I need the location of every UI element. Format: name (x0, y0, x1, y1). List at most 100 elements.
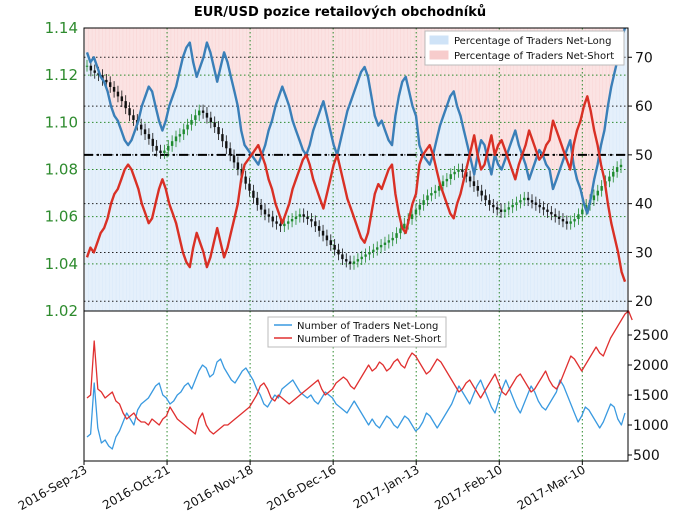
net-long-fill (256, 164, 261, 311)
net-short-fill (513, 28, 518, 131)
net-short-fill (396, 28, 401, 97)
candle-body (376, 247, 379, 250)
net-short-fill (160, 28, 165, 131)
net-short-fill (218, 28, 223, 68)
net-long-fill (211, 67, 216, 311)
candle-body (619, 164, 623, 168)
net-short-fill (585, 28, 590, 214)
candle-body (306, 216, 309, 220)
count-tick-label: 1500 (633, 388, 669, 404)
candle-body (422, 200, 425, 205)
net-short-fill (537, 28, 542, 150)
candle-body (519, 200, 522, 203)
candle-body (345, 259, 348, 262)
net-short-fill (509, 28, 514, 141)
net-short-fill (126, 28, 131, 146)
top-legend: Percentage of Traders Net-Long Percentage… (424, 30, 625, 66)
candle-body (209, 117, 213, 123)
net-long-fill (568, 140, 573, 311)
net-long-fill (499, 169, 504, 311)
candle-body (495, 207, 499, 210)
net-long-fill (554, 179, 559, 311)
net-short-fill (516, 28, 521, 146)
net-long-fill (479, 140, 484, 311)
candle-body (364, 254, 367, 257)
net-long-fill (314, 120, 319, 311)
percent-tick-label: 30 (635, 245, 653, 261)
candle-body (356, 259, 360, 262)
net-long-fill (317, 110, 323, 311)
net-short-fill (503, 28, 508, 160)
candle-body (155, 145, 158, 151)
net-long-fill (403, 76, 408, 311)
candle-body (476, 186, 480, 191)
candle-body (170, 141, 174, 146)
candle-body (198, 110, 201, 116)
date-tick-label: 2017-Feb-10 (432, 462, 505, 512)
price-tick-label: 1.04 (45, 255, 78, 273)
candle-body (120, 96, 124, 102)
net-short-fill (276, 28, 281, 97)
chart-title: EUR/USD pozice retailových obchodníků (194, 5, 486, 20)
candle-body (569, 221, 572, 224)
net-long-fill (136, 120, 141, 311)
net-long-fill (95, 67, 100, 311)
candle-body (105, 79, 108, 83)
candle-body (484, 195, 487, 201)
candle-body (546, 209, 549, 212)
net-short-fill (355, 28, 360, 82)
net-long-fill (290, 120, 295, 311)
net-long-fill (198, 67, 203, 311)
count-axis: 500 1000 1500 2000 2500 (628, 328, 669, 464)
candle-body (93, 70, 96, 73)
net-short-fill (297, 28, 302, 141)
net-long-fill (503, 159, 508, 311)
net-short-fill (249, 28, 254, 155)
net-short-fill (581, 28, 586, 204)
net-short-fill (256, 28, 261, 165)
net-long-fill (561, 159, 566, 311)
net-long-fill (187, 42, 192, 311)
candle-body (116, 91, 120, 97)
net-long-fill (379, 120, 384, 311)
net-short-fill (568, 28, 573, 141)
candle-body (287, 221, 290, 224)
net-long-fill (376, 125, 381, 311)
net-short-fill (280, 28, 285, 87)
net-short-fill (283, 28, 288, 97)
net-long-fill (389, 145, 395, 311)
net-long-fill (359, 71, 364, 312)
net-short-fill (270, 28, 275, 121)
bottom-legend: Number of Traders Net-Long Number of Trad… (267, 316, 447, 348)
candle-body (480, 190, 483, 196)
candle-body (414, 209, 418, 215)
net-short-fill (441, 28, 446, 116)
net-short-fill (383, 28, 388, 131)
candle-body (294, 216, 298, 220)
net-long-fill (246, 149, 251, 311)
count-tick-label: 2500 (633, 328, 669, 344)
candle-body (252, 190, 255, 198)
net-short-fill (263, 28, 268, 146)
candle-body (600, 186, 603, 191)
net-long-fill (242, 145, 247, 311)
candle-body (132, 115, 135, 120)
net-short-fill (455, 28, 460, 107)
candle-body (337, 249, 340, 255)
net-short-fill (578, 28, 583, 190)
price-axis: 1.02 1.04 1.06 1.08 1.10 1.12 1.14 (45, 19, 78, 320)
candle-body (592, 195, 596, 201)
net-short-fill (431, 28, 436, 155)
net-long-fill (496, 164, 501, 311)
net-short-fill (410, 28, 415, 107)
candle-body (511, 204, 514, 208)
candle-body (236, 162, 240, 170)
candle-body (573, 219, 576, 222)
net-short-fill (372, 28, 377, 116)
candle-body (213, 122, 216, 128)
candle-body (205, 112, 209, 118)
net-short-fill (331, 28, 336, 146)
candle-body (298, 214, 302, 217)
net-short-fill (156, 28, 161, 121)
candle-body (523, 197, 526, 201)
